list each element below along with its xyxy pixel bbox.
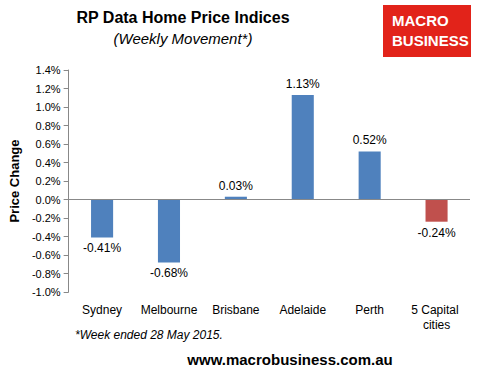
svg-text:Price Change: Price Change [7,139,22,222]
svg-text:0.03%: 0.03% [219,179,253,193]
svg-text:1.2%: 1.2% [36,83,61,95]
svg-text:Perth: Perth [355,303,384,317]
svg-text:0.52%: 0.52% [353,133,387,147]
svg-text:Brisbane: Brisbane [212,303,260,317]
svg-text:(Weekly Movement*): (Weekly Movement*) [114,30,253,47]
svg-text:-0.6%: -0.6% [32,249,61,261]
svg-text:Melbourne: Melbourne [141,303,198,317]
svg-text:MACRO: MACRO [392,12,449,29]
svg-text:1.0%: 1.0% [36,101,61,113]
svg-text:0.4%: 0.4% [36,157,61,169]
svg-text:5 Capital: 5 Capital [411,303,462,317]
svg-text:0.0%: 0.0% [36,194,61,206]
svg-text:Adelaide: Adelaide [279,303,326,317]
svg-text:cities: cities [423,318,450,332]
svg-text:BUSINESS: BUSINESS [392,32,469,49]
svg-text:0.2%: 0.2% [36,175,61,187]
svg-text:RP Data Home Price Indices: RP Data Home Price Indices [76,9,289,26]
svg-text:-0.41%: -0.41% [83,241,121,255]
svg-text:0.8%: 0.8% [36,120,61,132]
svg-text:www.macrobusiness.com.au: www.macrobusiness.com.au [186,351,392,368]
svg-text:1.4%: 1.4% [36,64,61,76]
svg-text:0.6%: 0.6% [36,138,61,150]
svg-text:Sydney: Sydney [82,303,122,317]
svg-text:-0.2%: -0.2% [32,212,61,224]
svg-text:-1.0%: -1.0% [32,286,61,298]
svg-text:-0.68%: -0.68% [150,266,188,280]
svg-text:*Week ended 28 May 2015.: *Week ended 28 May 2015. [75,328,223,342]
svg-text:-0.8%: -0.8% [32,268,61,280]
svg-text:1.13%: 1.13% [286,77,320,91]
svg-text:-0.4%: -0.4% [32,231,61,243]
svg-text:-0.24%: -0.24% [418,226,456,240]
